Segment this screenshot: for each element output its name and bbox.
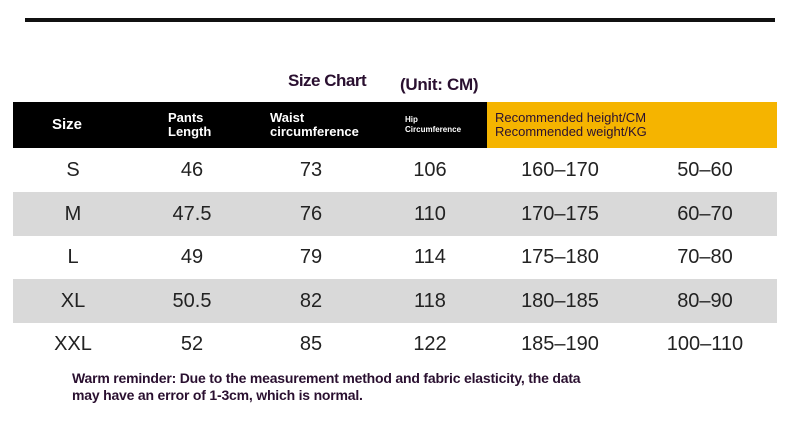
header-cell: Pants Length [168, 102, 211, 148]
table-cell: S [66, 159, 80, 181]
header-highlight [487, 102, 777, 148]
header-line: Length [168, 124, 212, 139]
table-row [13, 278, 777, 323]
table-cell: XXL [54, 333, 92, 355]
footer-note: Warm reminder: Due to the measurement me… [72, 370, 581, 404]
table-cell: 185–190 [521, 333, 599, 355]
table-cell: 50–60 [677, 159, 733, 181]
header-cell: Recommended height/CM Recommended weight/… [495, 102, 647, 148]
header-cell: Hip Circumference [405, 102, 461, 148]
header-line: Waist [270, 110, 305, 125]
table-cell: 46 [180, 159, 204, 181]
header-line: Pants [168, 110, 204, 125]
header-line: Recommended weight/KG [495, 124, 647, 139]
header-line: Hip [405, 115, 418, 124]
header-cell: Size [52, 102, 82, 148]
footer-line: may have an error of 1-3cm, which is nor… [72, 387, 363, 403]
table-cell: 106 [413, 159, 447, 181]
table-cell: 175–180 [521, 246, 599, 268]
table-cell: 180–185 [521, 289, 599, 312]
table-cell: XL [60, 289, 86, 312]
table-cell: 100–110 [666, 333, 744, 355]
table-cell: 114 [414, 246, 446, 268]
table-cell: 80–90 [677, 289, 733, 312]
table-cell: 60–70 [677, 202, 733, 225]
footer-line: Warm reminder: Due to the measurement me… [72, 370, 581, 386]
header-line: Size [52, 116, 83, 133]
table-cell: 122 [413, 333, 447, 355]
table-cell: M [64, 202, 82, 225]
header-line: Circumference [405, 125, 462, 134]
table-cell: 73 [299, 159, 323, 181]
unit: (Unit: CM) [400, 75, 479, 94]
table-cell: 47.5 [172, 202, 212, 225]
title: Size Chart [288, 71, 367, 90]
table-cell: 160–170 [521, 159, 599, 181]
table-cell: 76 [299, 202, 323, 225]
table-cell: 82 [299, 289, 323, 312]
top-rule [25, 18, 775, 22]
table-cell: 70–80 [677, 246, 733, 268]
table-row [13, 191, 777, 236]
table-cell: 170–175 [521, 202, 599, 225]
table-cell: 50.5 [172, 289, 212, 312]
header-cell: Waist circumference [270, 102, 359, 148]
table-cell: 49 [180, 246, 204, 268]
table-cell: L [67, 246, 79, 268]
table-cell: 110 [414, 202, 446, 225]
header-line: Recommended height/CM [495, 110, 647, 125]
table-cell: 79 [299, 246, 323, 268]
table-cell: 52 [180, 333, 204, 355]
header-background [13, 102, 487, 148]
header-line: circumference [270, 124, 359, 139]
table-cell: 85 [299, 333, 323, 355]
table-cell: 118 [414, 289, 446, 312]
